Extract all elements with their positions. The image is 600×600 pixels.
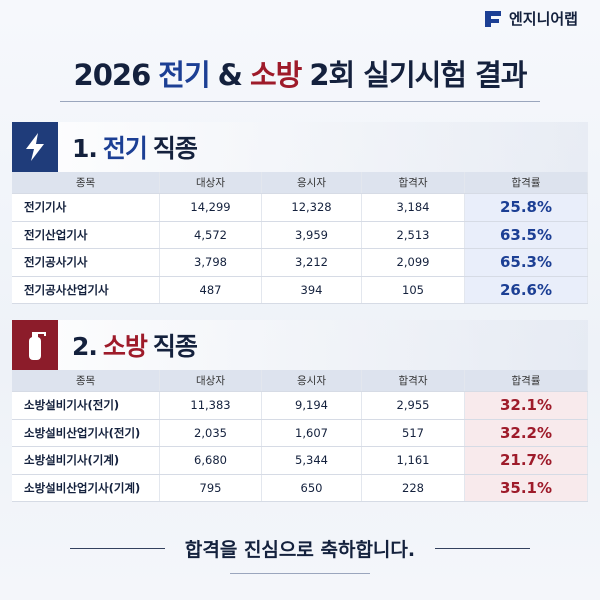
rate-cell: 32.2% [465, 419, 588, 446]
table-row: 소방설비산업기사(전기) 2,035 1,607 517 32.2% [12, 419, 588, 447]
section-title: 2. 소방 직종 [72, 327, 203, 363]
cell: 3,798 [160, 249, 262, 276]
rate-cell: 32.1% [465, 392, 588, 419]
table-row: 전기공사산업기사 487 394 105 26.6% [12, 276, 588, 304]
cell: 1,161 [362, 447, 465, 474]
rate-cell: 65.3% [465, 249, 588, 276]
table-header: 종목 대상자 응시자 합격자 합격률 [12, 370, 588, 392]
header-cell: 대상자 [160, 172, 262, 193]
table-row: 소방설비산업기사(기계) 795 650 228 35.1% [12, 474, 588, 502]
section-title-name: 전기 [102, 134, 148, 163]
table-row: 소방설비기사(전기) 11,383 9,194 2,955 32.1% [12, 392, 588, 420]
cell: 394 [262, 276, 362, 303]
cell: 소방설비산업기사(전기) [12, 419, 160, 446]
section-title-number: 1. [72, 134, 98, 163]
brand: 엔지니어랩 [483, 8, 578, 29]
cell: 전기공사기사 [12, 249, 160, 276]
brand-name: 엔지니어랩 [508, 10, 578, 28]
table-row: 전기공사기사 3,798 3,212 2,099 65.3% [12, 249, 588, 277]
divider [70, 548, 165, 549]
cell: 3,212 [262, 249, 362, 276]
header-cell: 합격자 [362, 370, 465, 391]
table-row: 전기기사 14,299 12,328 3,184 25.8% [12, 194, 588, 222]
rate-cell: 35.1% [465, 474, 588, 501]
table-header: 종목 대상자 응시자 합격자 합격률 [12, 172, 588, 194]
section-header: 1. 전기 직종 [12, 122, 588, 172]
footer: 합격을 진심으로 축하합니다. [184, 539, 416, 561]
cell: 487 [160, 276, 262, 303]
header-cell: 합격자 [362, 172, 465, 193]
rate-cell: 25.8% [465, 194, 588, 221]
section-title-suffix: 직종 [152, 134, 198, 163]
title-part: 2회 실기시험 결과 [309, 58, 527, 92]
cell: 전기산업기사 [12, 221, 160, 248]
cell: 650 [262, 474, 362, 501]
cell: 795 [160, 474, 262, 501]
cell: 11,383 [160, 392, 262, 419]
cell: 6,680 [160, 447, 262, 474]
header-cell: 합격률 [465, 370, 588, 391]
section-icon [12, 122, 58, 172]
cell: 9,194 [262, 392, 362, 419]
section-title-number: 2. [72, 332, 98, 361]
divider [60, 101, 540, 102]
cell: 전기기사 [12, 194, 160, 221]
cell: 2,955 [362, 392, 465, 419]
cell: 517 [362, 419, 465, 446]
title-part: 소방 [249, 58, 302, 92]
section-icon [12, 320, 58, 370]
cell: 2,099 [362, 249, 465, 276]
section: 1. 전기 직종 종목 대상자 응시자 합격자 합격률 전기기사 14,299 12,328 3,18… [12, 122, 588, 304]
cell: 14,299 [160, 194, 262, 221]
title-part: & [217, 58, 243, 92]
cell: 2,513 [362, 221, 465, 248]
header-cell: 합격률 [465, 172, 588, 193]
header-cell: 종목 [12, 370, 160, 391]
header-cell: 응시자 [262, 370, 362, 391]
table-row: 전기산업기사 4,572 3,959 2,513 63.5% [12, 221, 588, 249]
header-cell: 응시자 [262, 172, 362, 193]
cell: 1,607 [262, 419, 362, 446]
section-title: 1. 전기 직종 [72, 129, 203, 165]
cell: 228 [362, 474, 465, 501]
cell: 12,328 [262, 194, 362, 221]
title: 2026 전기 & 소방 2회 실기시험 결과 [0, 52, 600, 94]
rate-cell: 63.5% [465, 221, 588, 248]
section-title-name: 소방 [102, 332, 148, 361]
title-part: 2026 [73, 58, 152, 92]
cell: 3,959 [262, 221, 362, 248]
title-part: 전기 [158, 58, 210, 92]
divider [230, 573, 370, 574]
icon-glyph [26, 133, 44, 161]
cell: 105 [362, 276, 465, 303]
cell: 2,035 [160, 419, 262, 446]
rate-cell: 21.7% [465, 447, 588, 474]
cell: 3,184 [362, 194, 465, 221]
header-cell: 종목 [12, 172, 160, 193]
brand-logo [484, 10, 501, 27]
cell: 소방설비산업기사(기계) [12, 474, 160, 501]
table-row: 소방설비기사(기계) 6,680 5,344 1,161 21.7% [12, 447, 588, 475]
section-title-suffix: 직종 [152, 332, 198, 361]
section: 2. 소방 직종 종목 대상자 응시자 합격자 합격률 소방설비기사(전기) 11,383 9,19… [12, 320, 588, 502]
cell: 5,344 [262, 447, 362, 474]
header-cell: 대상자 [160, 370, 262, 391]
cell: 4,572 [160, 221, 262, 248]
divider [435, 548, 530, 549]
cell: 소방설비기사(전기) [12, 392, 160, 419]
icon-glyph [29, 332, 46, 360]
rate-cell: 26.6% [465, 276, 588, 303]
cell: 소방설비기사(기계) [12, 447, 160, 474]
section-header: 2. 소방 직종 [12, 320, 588, 370]
cell: 전기공사산업기사 [12, 276, 160, 303]
